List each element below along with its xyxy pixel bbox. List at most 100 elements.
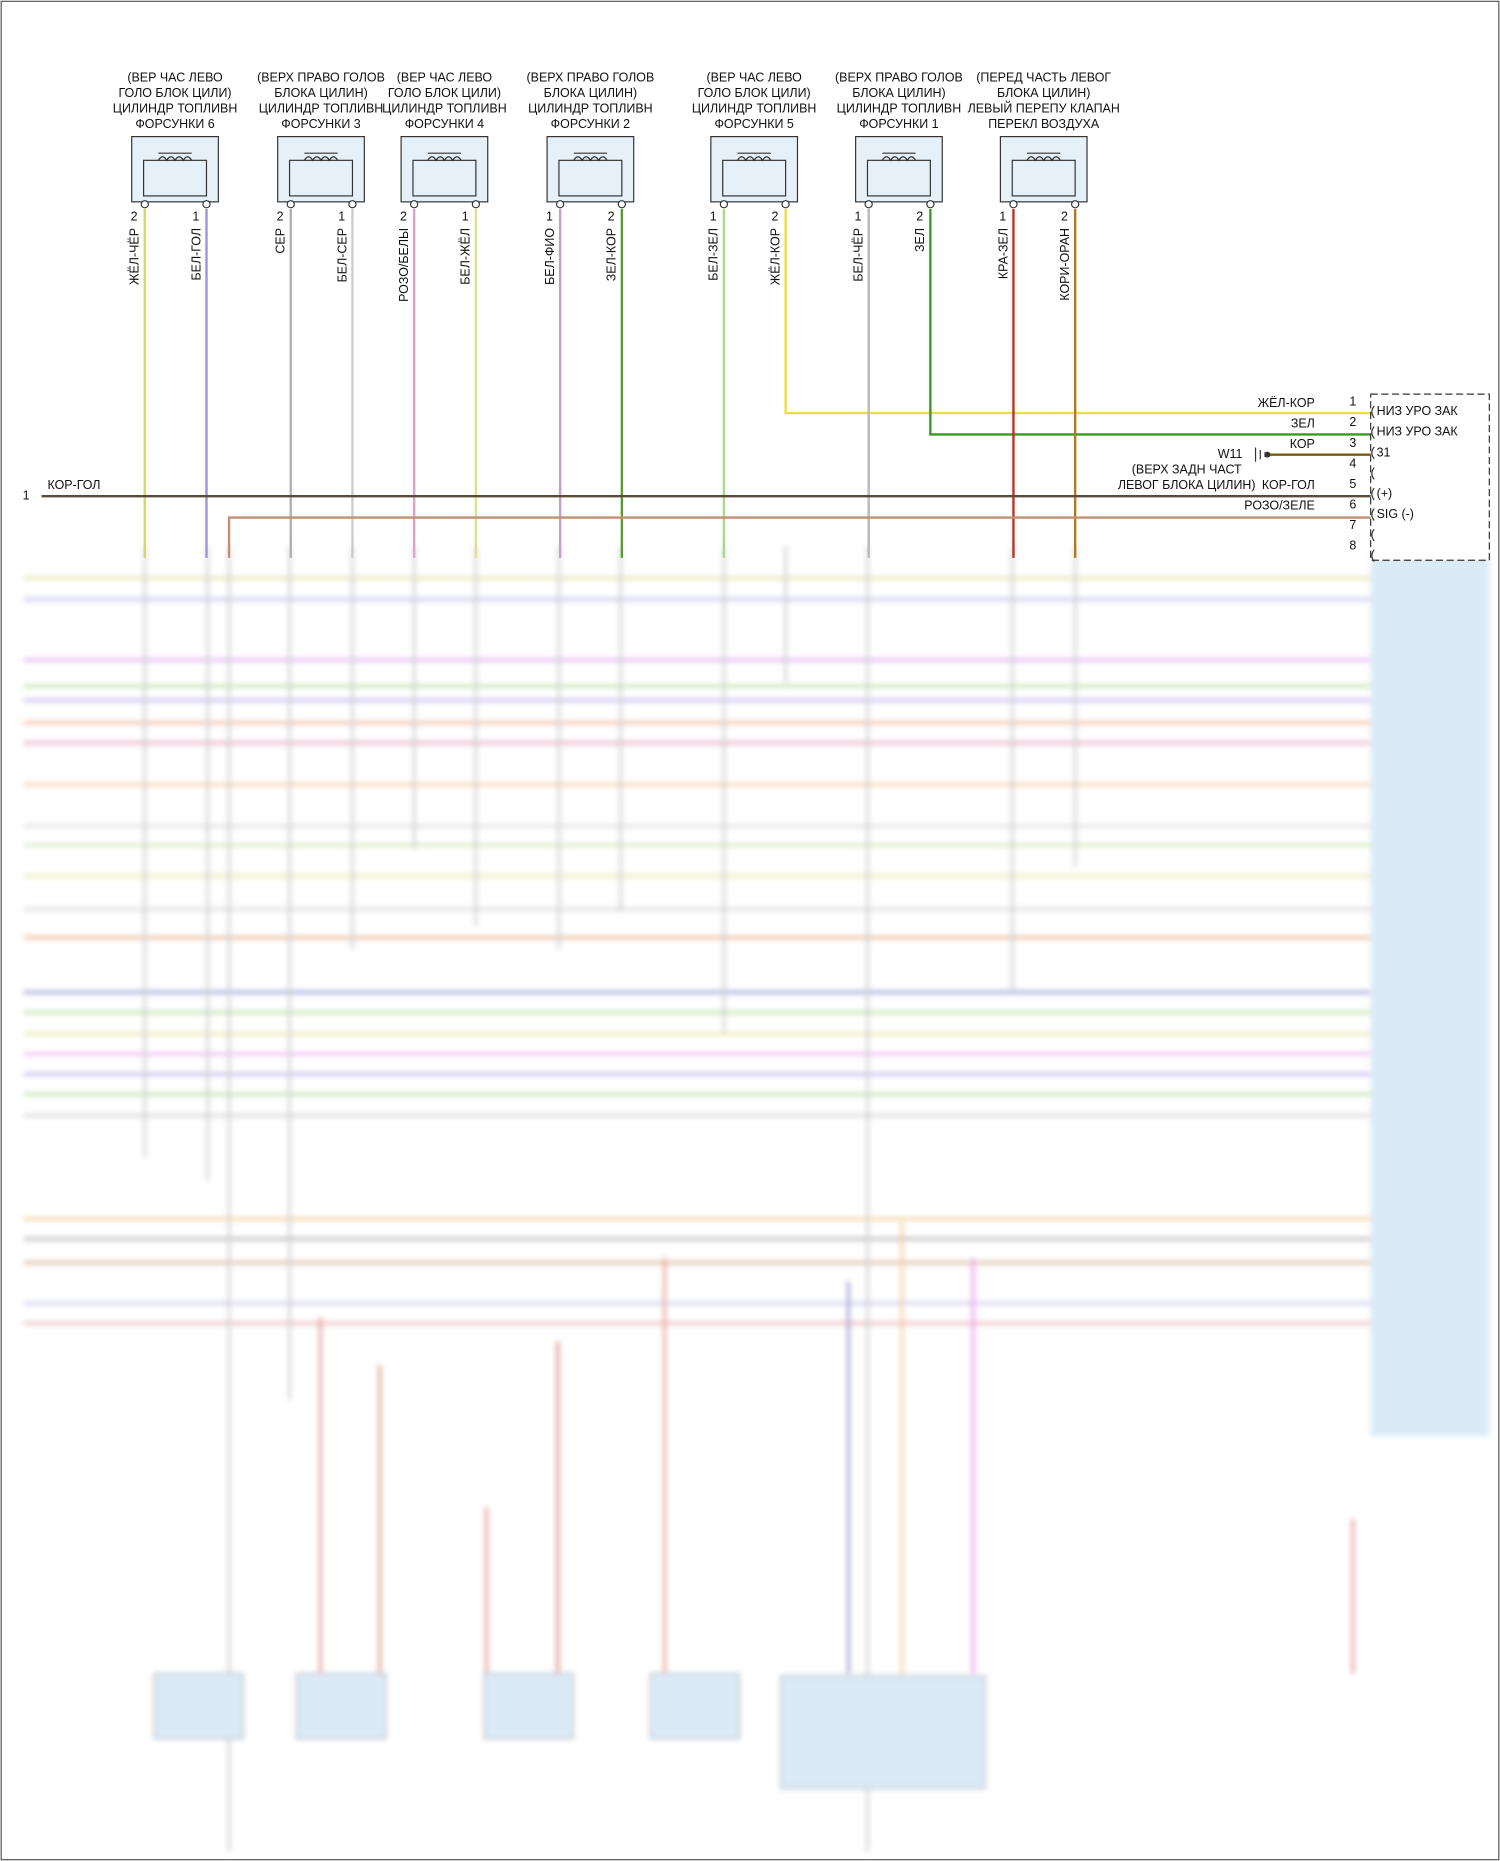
lower-component xyxy=(780,1675,986,1790)
component-box xyxy=(400,135,489,203)
pin-number: 2 xyxy=(131,210,138,224)
coil xyxy=(303,152,339,162)
lower-component xyxy=(296,1672,387,1740)
pin-contact xyxy=(1371,426,1375,439)
pin-function: НИЗ УРО ЗАК xyxy=(1377,404,1459,418)
wire-label: ЗЕЛ xyxy=(913,228,927,252)
pin-number: 2 xyxy=(916,210,923,224)
wire-label: ЖЁЛ-КОР xyxy=(768,228,782,285)
wire-label: БЕЛ-ГОЛ xyxy=(189,228,203,281)
component-label: ГОЛО БЛОК ЦИЛИ) xyxy=(118,86,231,100)
component-box xyxy=(131,135,219,203)
wire-label: ЗЕЛ-КОР xyxy=(605,228,619,281)
pin xyxy=(781,200,790,209)
connector-fill xyxy=(1370,551,1490,1437)
pin xyxy=(555,200,565,209)
component-box xyxy=(546,135,635,203)
pin xyxy=(719,200,729,209)
component-label: ГОЛО БЛОК ЦИЛИ) xyxy=(698,86,811,100)
pin-number: 1 xyxy=(338,210,345,224)
pin-number: 7 xyxy=(1349,518,1356,532)
coil xyxy=(427,152,462,162)
connector xyxy=(1370,393,1490,561)
component-label: ЦИЛИНДР ТОПЛИВН xyxy=(259,102,384,116)
component-label: ЦИЛИНДР ТОПЛИВН xyxy=(837,102,962,116)
component-label: ФОРСУНКИ 5 xyxy=(714,117,793,131)
wire-label: КОРИ-ОРАН xyxy=(1058,228,1072,301)
ground-name: W11 xyxy=(1218,447,1243,461)
left-pin: 1 xyxy=(23,488,30,502)
wire-label: КОР xyxy=(1290,437,1315,451)
pin-number: 1 xyxy=(855,210,862,224)
pin-function: НИЗ УРО ЗАК xyxy=(1377,425,1459,439)
component-box xyxy=(999,135,1088,203)
component-label: (ВЕР ЧАС ЛЕВО xyxy=(127,71,223,85)
component-label: (ВЕРХ ПРАВО ГОЛОВ xyxy=(835,71,963,85)
wire-label: РОЗО/БЕЛЫ xyxy=(397,228,411,302)
pin-number: 2 xyxy=(608,210,615,224)
pin-number: 3 xyxy=(1349,436,1356,450)
coil xyxy=(881,152,917,162)
pin-number: 2 xyxy=(277,210,284,224)
pin xyxy=(348,200,357,209)
pin xyxy=(864,200,873,209)
coil xyxy=(1026,152,1061,162)
pin-contact xyxy=(1371,467,1375,480)
component-label: ФОРСУНКИ 6 xyxy=(135,117,214,131)
pin xyxy=(471,200,481,209)
component-label: ФОРСУНКИ 3 xyxy=(281,117,360,131)
pin-number: 1 xyxy=(999,210,1006,224)
pin xyxy=(617,200,626,209)
pin xyxy=(410,200,419,209)
component-box xyxy=(855,135,943,203)
component-label: (ПЕРЕД ЧАСТЬ ЛЕВОГ xyxy=(976,71,1111,85)
lower-component xyxy=(649,1672,740,1740)
wire-label: КОР-ГОЛ xyxy=(1262,478,1315,492)
wire-label: КРА-ЗЕЛ xyxy=(996,228,1010,279)
component-label: БЛОКА ЦИЛИН) xyxy=(852,86,945,100)
wire-label: ЖЁЛ-ЧЁР xyxy=(128,228,142,285)
component-label: ЦИЛИНДР ТОПЛИВН xyxy=(113,102,238,116)
component-label: ЛЕВЫЙ ПЕРЕПУ КЛАПАН xyxy=(968,101,1120,116)
component-label: ГОЛО БЛОК ЦИЛИ) xyxy=(388,86,501,100)
component-label: ПЕРЕКЛ ВОЗДУХА xyxy=(988,117,1100,131)
pin-number: 2 xyxy=(771,210,778,224)
pin xyxy=(926,200,935,209)
wire-label: БЕЛ-СЕР xyxy=(335,228,349,282)
wire xyxy=(227,516,1371,558)
pin-contact xyxy=(1371,405,1375,419)
ground-symbol xyxy=(1254,447,1266,462)
blurred-area xyxy=(23,546,1490,1852)
pin-contact xyxy=(1371,549,1375,562)
pin-number: 1 xyxy=(192,210,199,224)
component-box xyxy=(710,135,799,203)
pin-function: (+) xyxy=(1377,486,1393,500)
component-label: ЦИЛИНДР ТОПЛИВН xyxy=(528,102,653,116)
wire-label: СЕР xyxy=(274,228,288,254)
wire-label: ЖЁЛ-КОР xyxy=(1258,396,1315,410)
component-label: (ВЕР ЧАС ЛЕВО xyxy=(706,71,802,85)
wire-label: БЕЛ-ЗЕЛ xyxy=(707,228,721,281)
pin-number: 1 xyxy=(546,210,553,224)
pin-number: 5 xyxy=(1349,477,1356,491)
component-label: БЛОКА ЦИЛИН) xyxy=(544,86,637,100)
pin-number: 4 xyxy=(1349,456,1356,470)
pin xyxy=(140,200,149,209)
component-label: ЦИЛИНДР ТОПЛИВН xyxy=(692,102,817,116)
wire-label: БЕЛ-ЧЁР xyxy=(851,228,865,282)
wire xyxy=(784,208,1371,415)
pin-number: 8 xyxy=(1349,538,1356,552)
pin-number: 2 xyxy=(400,210,407,224)
component-label: ФОРСУНКИ 1 xyxy=(859,117,938,131)
pin-number: 2 xyxy=(1061,210,1068,224)
component-label: (ВЕРХ ПРАВО ГОЛОВ xyxy=(257,71,385,85)
component-label: БЛОКА ЦИЛИН) xyxy=(997,86,1090,100)
pin xyxy=(1071,200,1080,209)
pin-number: 1 xyxy=(710,210,717,224)
wire-label: БЕЛ-ЖЁЛ xyxy=(459,228,473,285)
wire-label: ЗЕЛ xyxy=(1291,416,1315,430)
wire xyxy=(929,208,1371,436)
ground-note: ЛЕВОГ БЛОКА ЦИЛИН) xyxy=(1118,478,1256,492)
